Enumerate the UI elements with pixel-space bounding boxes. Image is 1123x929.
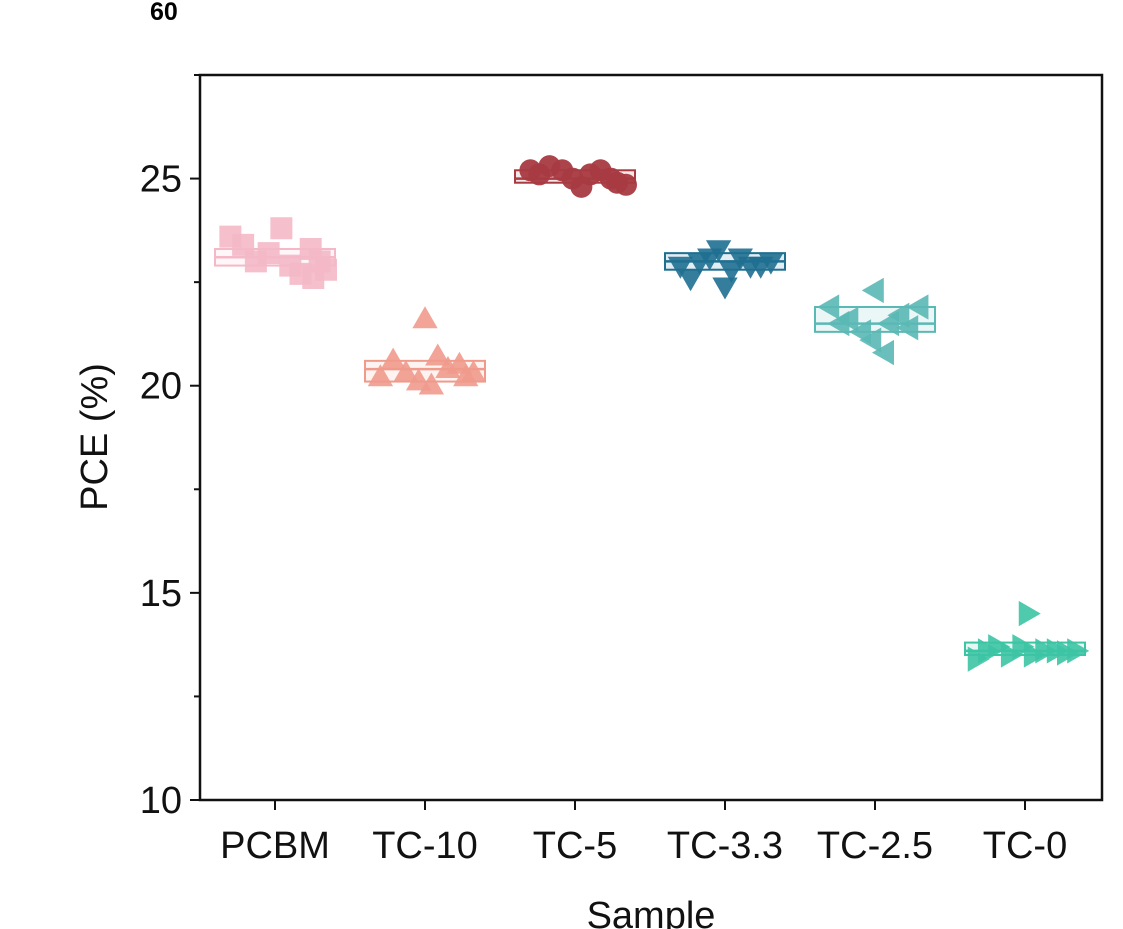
data-point [1012, 634, 1035, 660]
y-axis-title: PCE (%) [74, 363, 116, 511]
data-point [232, 233, 255, 256]
data-point [380, 347, 406, 370]
data-point [1018, 600, 1041, 627]
x-axis-title: Sample [587, 895, 716, 929]
data-point [758, 252, 784, 275]
data-point [906, 294, 929, 320]
series-pcbm [214, 217, 337, 289]
y-tick-label: 20 [140, 366, 182, 408]
y-tick-label: 10 [140, 780, 182, 822]
data-point [677, 269, 704, 292]
x-tick-label: TC-0 [983, 825, 1067, 867]
series-tc-5 [514, 155, 637, 198]
y-tick-label: 25 [140, 159, 182, 201]
data-point [257, 242, 280, 265]
y-tick-label: 15 [140, 573, 182, 615]
plot-area [214, 155, 1090, 672]
data-point [667, 256, 694, 279]
panel-label: 60 [150, 0, 178, 26]
x-tick-label: PCBM [220, 825, 330, 867]
data-point [460, 360, 487, 383]
series-tc-2-5 [814, 277, 936, 366]
data-point [1023, 642, 1046, 668]
data-point [817, 294, 840, 320]
data-point [872, 339, 894, 366]
data-point [887, 302, 910, 328]
data-point [615, 173, 637, 196]
data-point [1000, 642, 1023, 668]
data-point [367, 364, 394, 387]
data-point [412, 306, 438, 329]
data-point [718, 260, 745, 283]
data-point [302, 267, 325, 289]
series-tc-0 [964, 600, 1090, 672]
data-point [988, 634, 1011, 660]
data-point [712, 277, 738, 300]
data-point [705, 240, 732, 263]
data-point [1035, 638, 1058, 664]
data-point [393, 360, 419, 383]
x-tick-label: TC-2.5 [817, 825, 933, 867]
data-point [896, 315, 919, 341]
data-point [836, 306, 859, 333]
data-point [861, 277, 884, 304]
x-tick-label: TC-10 [372, 825, 478, 867]
series-tc-3-3 [664, 240, 786, 300]
data-point [425, 343, 451, 366]
axes: 10 15 20 25 PCBM TC-10 TC-5 TC-3.3 TC-2.5 TC-0 [140, 74, 1067, 867]
series-tc-10 [364, 306, 487, 395]
plot-frame [198, 73, 1104, 802]
data-point [270, 217, 293, 240]
x-tick-label: TC-5 [533, 825, 617, 867]
data-point [418, 372, 445, 395]
x-tick-label: TC-3.3 [667, 825, 783, 867]
data-point [859, 327, 882, 353]
data-point [1067, 638, 1090, 664]
